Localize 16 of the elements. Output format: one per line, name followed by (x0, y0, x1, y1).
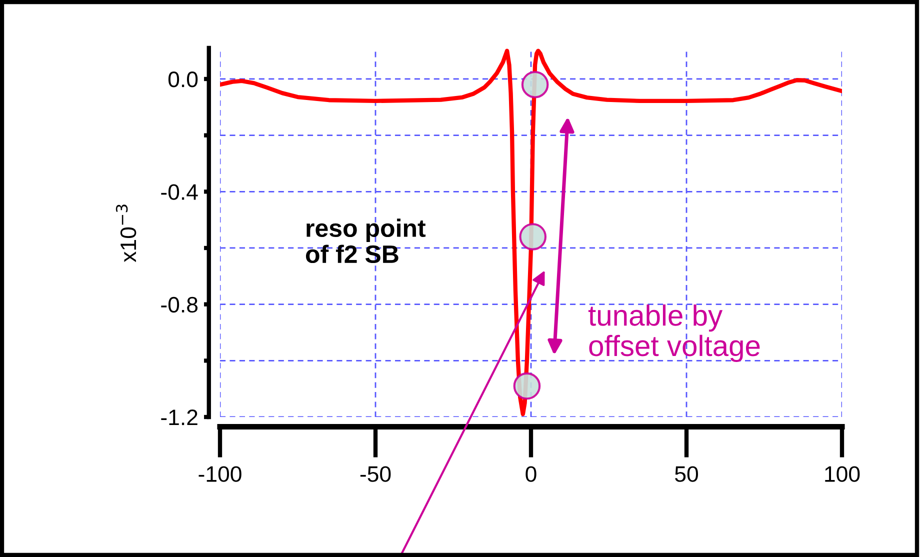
annotation: reso point of f2 SB (306, 218, 426, 264)
y-tick-label: 0.0 (168, 72, 198, 88)
point (519, 223, 547, 250)
x-tick-label: -50 (360, 466, 391, 482)
x-tick-label: 50 (675, 466, 698, 482)
x-tick-label: 0 (526, 466, 536, 482)
x-tick-label: -100 (198, 466, 242, 482)
point (521, 70, 549, 98)
annotation: tunable by offset voltage (588, 304, 760, 362)
x-tick-label: 100 (825, 466, 860, 482)
y-axis-title: x10$^{−3}$ (116, 204, 136, 262)
y-tick-label: -0.4 (161, 184, 198, 200)
line-series (220, 48, 842, 416)
y-tick-label: -1.2 (161, 410, 198, 426)
y-tick-label: -0.8 (161, 296, 198, 313)
point (513, 372, 541, 400)
